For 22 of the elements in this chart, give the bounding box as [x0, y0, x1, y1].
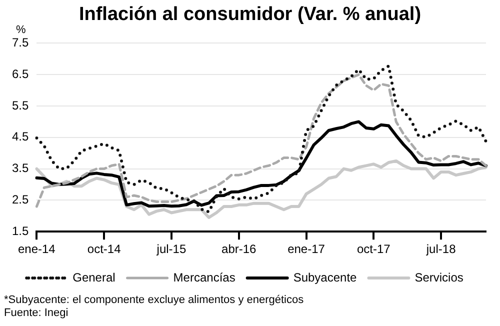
x-tick-label: oct-17 [356, 242, 391, 256]
x-tick-label: ene-17 [288, 242, 326, 256]
x-tick-label: oct-14 [87, 242, 122, 256]
legend-label: General [72, 270, 116, 284]
y-tick-label: 6.5 [12, 66, 29, 81]
x-tick-label: jul-15 [156, 242, 186, 256]
y-axis-title: % [16, 24, 26, 36]
y-tick-label: 4.5 [12, 130, 29, 144]
source-note: Fuente: Inegi [4, 307, 70, 320]
x-tick-label: abr-16 [222, 242, 257, 256]
legend-label: Subyacente [293, 270, 358, 284]
legend-label: Servicios [414, 270, 464, 284]
chart-title: Inflación al consumidor (Var. % anual) [78, 4, 422, 25]
y-tick-label: 7.5 [12, 36, 29, 50]
y-tick-label: 2.5 [12, 192, 29, 207]
text: *Subyacente: el componente excluye alimentos y energéticos [4, 294, 305, 307]
x-tick-label: ene-14 [18, 242, 56, 256]
y-tick-label: 3.5 [12, 161, 29, 176]
legend-label: Mercancías [173, 270, 236, 284]
y-tick-label: 1.5 [12, 224, 29, 238]
y-tick-label: 5.5 [12, 98, 29, 112]
x-tick-label: jul-18 [425, 242, 456, 256]
